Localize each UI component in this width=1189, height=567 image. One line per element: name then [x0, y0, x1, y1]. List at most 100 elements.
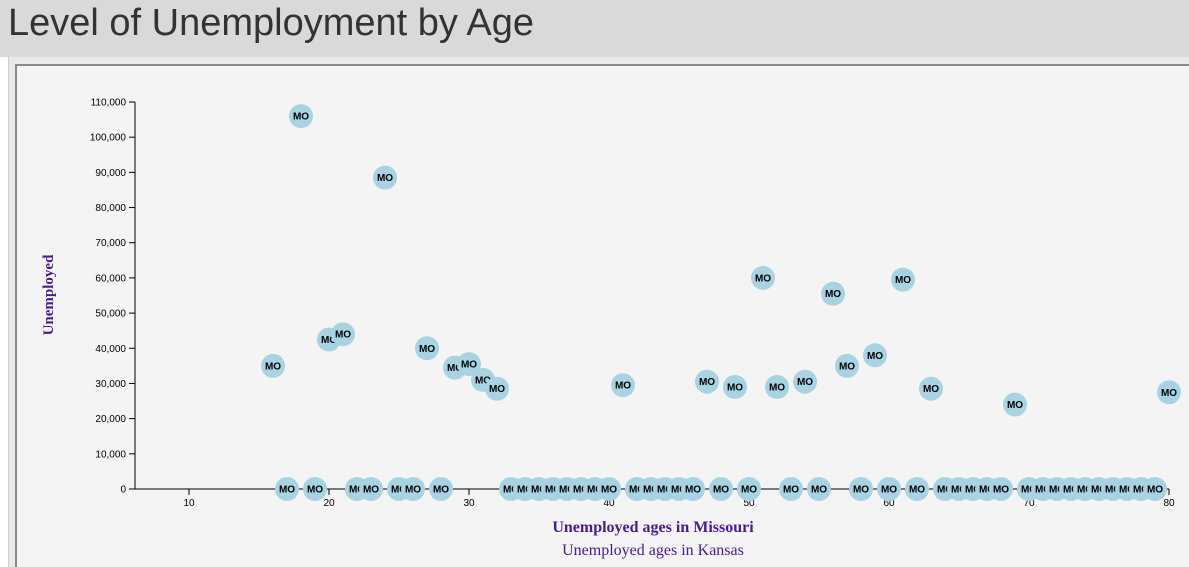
data-point[interactable]: MO: [1003, 392, 1027, 417]
data-point-label: MO: [349, 485, 365, 496]
data-point-marker: [821, 281, 845, 306]
data-point-label: MO: [363, 485, 379, 496]
data-point[interactable]: MO: [401, 477, 425, 501]
data-point-label: MO: [1021, 485, 1037, 496]
data-point[interactable]: MO: [877, 477, 901, 501]
data-point-marker: [401, 477, 425, 501]
data-point[interactable]: MO: [737, 477, 761, 501]
y-tick-label: 100,000: [90, 133, 127, 144]
data-point-marker: [695, 369, 719, 394]
data-point-label: MO: [1105, 485, 1121, 496]
data-point-marker: [359, 477, 383, 501]
data-point-label: MO: [1077, 485, 1093, 496]
data-point[interactable]: MO: [751, 265, 775, 290]
data-point[interactable]: MO: [429, 477, 453, 501]
data-point-label: MO: [531, 485, 547, 496]
data-point-marker: [275, 477, 299, 501]
data-point[interactable]: MO: [723, 374, 747, 399]
data-point-label: MO: [433, 485, 449, 496]
data-point[interactable]: MO: [261, 353, 285, 378]
data-point[interactable]: MO: [793, 369, 817, 394]
x-tick-label: 20: [323, 498, 335, 509]
data-point-label: MO: [951, 485, 967, 496]
data-point-label: MO: [419, 344, 435, 355]
x-tick-label: 70: [1023, 498, 1035, 509]
data-point[interactable]: MO: [807, 477, 831, 501]
data-point[interactable]: MO: [709, 477, 733, 501]
y-tick-label: 60,000: [95, 273, 126, 284]
data-point-marker: [919, 376, 943, 401]
data-point-label: MO: [559, 485, 575, 496]
data-point[interactable]: MO: [989, 477, 1013, 501]
data-point-label: MO: [377, 173, 393, 184]
data-point-label: MO: [391, 485, 407, 496]
data-point[interactable]: MO: [779, 477, 803, 501]
data-point[interactable]: MO: [289, 104, 313, 129]
y-tick-label: 10,000: [95, 449, 126, 460]
data-point-marker: [849, 477, 873, 501]
data-point-label: MO: [853, 485, 869, 496]
data-point[interactable]: MO: [1157, 380, 1181, 405]
data-point-marker: [737, 477, 761, 501]
data-point[interactable]: MO: [681, 477, 705, 501]
data-point[interactable]: MO: [919, 376, 943, 401]
data-point-label: MO: [1049, 485, 1065, 496]
data-point-label: MO: [965, 485, 981, 496]
data-point-label: MO: [797, 377, 813, 388]
data-point[interactable]: MO: [415, 336, 439, 361]
data-point-label: MO: [461, 360, 477, 371]
data-point-label: MO: [993, 485, 1009, 496]
data-point[interactable]: MO: [891, 267, 915, 292]
data-point[interactable]: MO: [849, 477, 873, 501]
data-point-label: MO: [727, 382, 743, 393]
data-point-label: MO: [489, 384, 505, 395]
x-tick-label: 50: [743, 498, 755, 509]
data-point-label: MO: [755, 273, 771, 284]
data-point[interactable]: MO: [373, 165, 397, 190]
data-point-marker: [877, 477, 901, 501]
data-point-label: MO: [783, 485, 799, 496]
data-point-label: MO: [1161, 388, 1177, 399]
x-axis-subtitle: Unemployed ages in Kansas: [562, 542, 744, 559]
data-point[interactable]: MO: [765, 374, 789, 399]
data-point[interactable]: MO: [359, 477, 383, 501]
x-tick-label: 80: [1163, 498, 1175, 509]
chart-panel: 0 10,000 20,000 30,000 40,000 50,000 60,000 70,…: [15, 64, 1189, 567]
data-point-label: MO: [307, 485, 323, 496]
data-point-label: MO: [1035, 485, 1051, 496]
data-point-label: MO: [895, 275, 911, 286]
data-point[interactable]: MO: [863, 343, 887, 368]
y-axis-title: Unemployed: [41, 254, 57, 335]
data-point-label: MO: [1133, 485, 1149, 496]
data-point[interactable]: MO: [905, 477, 929, 501]
data-point[interactable]: MO: [821, 281, 845, 306]
data-point-label: MO: [293, 112, 309, 123]
data-point[interactable]: MO: [457, 352, 481, 377]
y-tick-label: 50,000: [95, 309, 126, 320]
y-tick-label: 90,000: [95, 168, 126, 179]
data-point-label: MO: [909, 485, 925, 496]
data-point[interactable]: MO: [695, 369, 719, 394]
data-point[interactable]: MO: [1143, 477, 1167, 501]
data-point[interactable]: MO: [835, 353, 859, 378]
data-point-label: MO: [335, 330, 351, 341]
data-point-label: MO: [979, 485, 995, 496]
data-point[interactable]: MO: [303, 477, 327, 501]
data-point-marker: [807, 477, 831, 501]
data-point[interactable]: MO: [275, 477, 299, 501]
data-point[interactable]: MO: [331, 322, 355, 347]
data-point-label: MO: [517, 485, 533, 496]
data-points: MOMOMOMOMOMOMOMOMOMOMOMOMOMOMOMOMOMOMOMO…: [261, 104, 1181, 501]
y-tick-label: 80,000: [95, 203, 126, 214]
data-point[interactable]: MO: [485, 376, 509, 401]
y-tick-label: 70,000: [95, 238, 126, 249]
data-point[interactable]: MO: [597, 477, 621, 501]
data-point-label: MO: [475, 375, 491, 386]
y-tick-label: 110,000: [91, 98, 127, 109]
data-point-marker: [457, 352, 481, 377]
data-point-label: MO: [279, 485, 295, 496]
data-point[interactable]: MO: [611, 373, 635, 398]
data-point-label: MO: [685, 485, 701, 496]
page-header: Level of Unemployment by Age: [0, 0, 1189, 57]
data-point-label: MO: [1063, 485, 1079, 496]
